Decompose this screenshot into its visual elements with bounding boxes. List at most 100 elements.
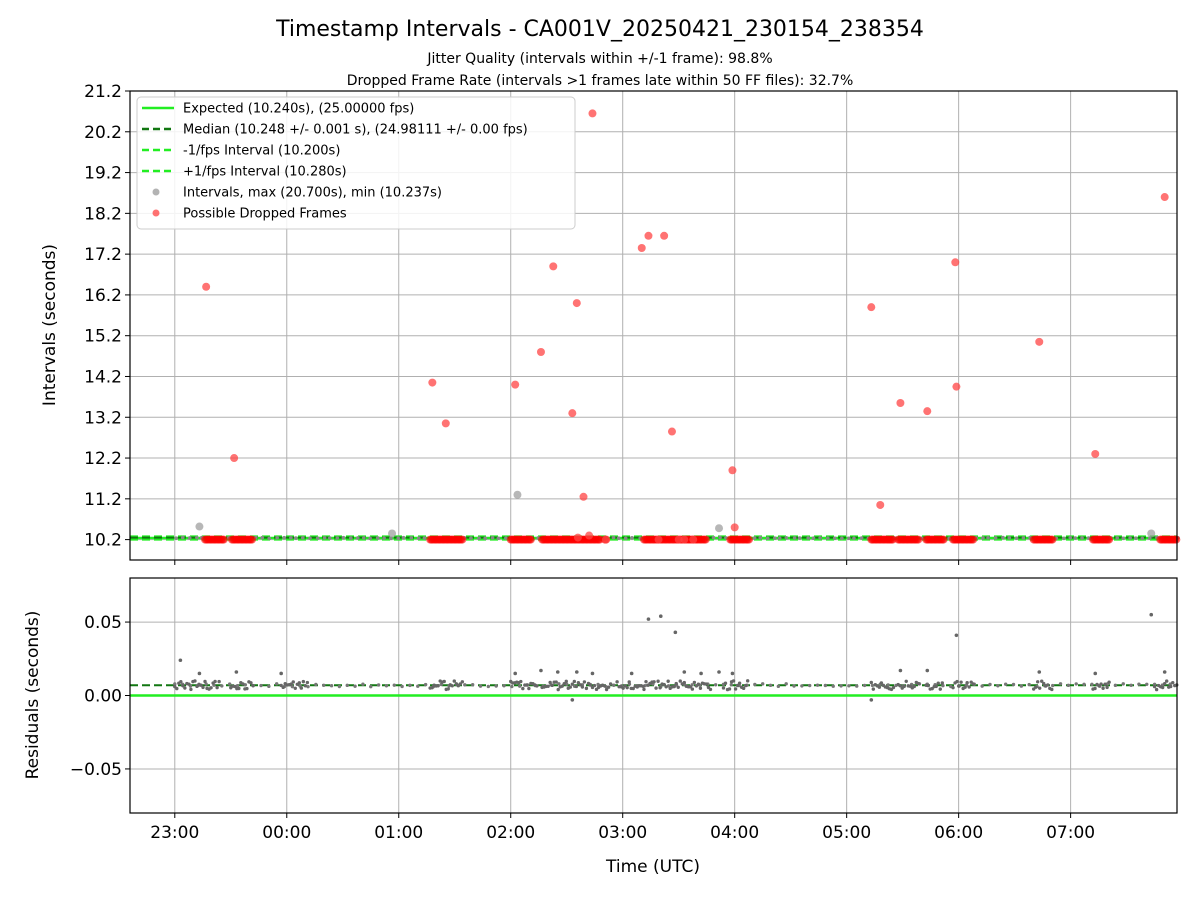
top-y-tick-label: 13.2 — [84, 408, 122, 428]
interval-point — [986, 536, 990, 540]
x-tick-label: 03:00 — [598, 823, 647, 843]
residual-point — [690, 687, 695, 691]
residual-point — [220, 684, 224, 688]
residual-point — [578, 683, 583, 687]
interval-point — [826, 536, 830, 540]
residual-point — [527, 686, 531, 691]
residual-point — [847, 684, 851, 688]
residual-point — [580, 685, 585, 689]
interval-point — [1140, 536, 1145, 541]
residual-point — [699, 671, 703, 676]
residual-point — [1093, 671, 1098, 676]
residual-point — [582, 680, 587, 684]
legend-marker — [152, 188, 160, 196]
residual-point — [940, 681, 944, 685]
interval-point — [718, 535, 722, 540]
residual-point — [646, 617, 651, 621]
residual-point — [959, 680, 963, 684]
dropped-frame-point — [1160, 193, 1169, 202]
residual-point — [353, 684, 357, 688]
dropped-frame-point — [923, 407, 932, 416]
residual-point — [259, 683, 263, 688]
residual-point — [1162, 682, 1167, 686]
interval-point — [1068, 535, 1073, 540]
residual-point — [235, 684, 240, 688]
interval-point — [847, 536, 851, 541]
residual-point — [731, 679, 736, 683]
x-tick-label: 05:00 — [822, 823, 871, 843]
dropped-frame-point — [867, 303, 876, 312]
dropped-frame-point — [601, 535, 610, 544]
residual-point — [745, 679, 750, 683]
interval-point — [784, 535, 789, 540]
residual-point — [187, 682, 191, 686]
residual-point — [926, 683, 930, 688]
residual-point — [1037, 670, 1042, 674]
interval-point — [356, 536, 360, 540]
residual-point — [652, 680, 656, 684]
interval-point — [1115, 536, 1120, 540]
residual-point — [329, 684, 334, 688]
residual-point — [641, 684, 646, 689]
interval-point — [1121, 536, 1126, 541]
legend-label: Intervals, max (20.700s), min (10.237s) — [183, 186, 442, 201]
chart-title: Timestamp Intervals - CA001V_20250421_23… — [275, 17, 924, 42]
residual-point — [199, 683, 203, 687]
top-y-tick-label: 15.2 — [84, 327, 122, 347]
interval-point — [630, 536, 634, 540]
dropped-frame-point — [644, 231, 653, 240]
x-tick-label: 02:00 — [486, 823, 535, 843]
residual-point — [815, 683, 820, 687]
residual-point — [934, 684, 938, 689]
top-y-tick-label: 19.2 — [84, 164, 122, 184]
dropped-frame-point — [1105, 535, 1114, 544]
residual-point — [698, 686, 703, 690]
residual-point — [800, 684, 804, 688]
x-axis-label: Time (UTC) — [605, 857, 700, 877]
residual-point — [625, 685, 629, 690]
residual-point — [201, 685, 205, 690]
residual-point — [513, 671, 518, 676]
residual-point — [768, 683, 773, 688]
interval-point — [335, 536, 340, 540]
residual-point — [217, 679, 221, 684]
residual-point — [305, 680, 310, 685]
residual-point — [912, 684, 916, 689]
dropped-frame-point — [745, 535, 754, 544]
interval-point — [1007, 536, 1012, 540]
residual-point — [808, 683, 812, 688]
residual-point — [784, 682, 788, 686]
dropped-frame-point — [637, 244, 646, 253]
dropped-frame-point — [230, 454, 239, 463]
interval-point — [195, 522, 204, 531]
interval-point — [1133, 536, 1138, 540]
dropped-frame-point — [730, 523, 739, 532]
residual-point — [996, 684, 1000, 688]
interval-point — [349, 536, 353, 540]
interval-point — [832, 536, 837, 541]
dropped-frame-point — [526, 535, 535, 544]
residual-point — [384, 684, 389, 688]
residual-point — [682, 680, 686, 685]
residual-point — [1154, 687, 1159, 692]
legend-label: -1/fps Interval (10.200s) — [183, 144, 340, 159]
residual-point — [666, 679, 670, 683]
residual-point — [1050, 687, 1054, 692]
residual-point — [612, 683, 616, 687]
residual-point — [281, 685, 285, 690]
residual-point — [823, 683, 828, 688]
residual-point — [676, 685, 680, 689]
interval-point — [792, 536, 797, 540]
interval-point — [1014, 536, 1019, 540]
residual-point — [1160, 685, 1165, 690]
interval-point — [401, 535, 406, 540]
residual-point — [584, 686, 589, 691]
dropped-frame-point — [202, 282, 211, 291]
residual-point — [713, 683, 718, 687]
residual-point — [234, 670, 239, 674]
top-axes-frame — [129, 90, 1178, 561]
dropped-frame-point — [458, 535, 467, 544]
residual-point — [502, 684, 506, 688]
interval-point — [1080, 536, 1084, 540]
